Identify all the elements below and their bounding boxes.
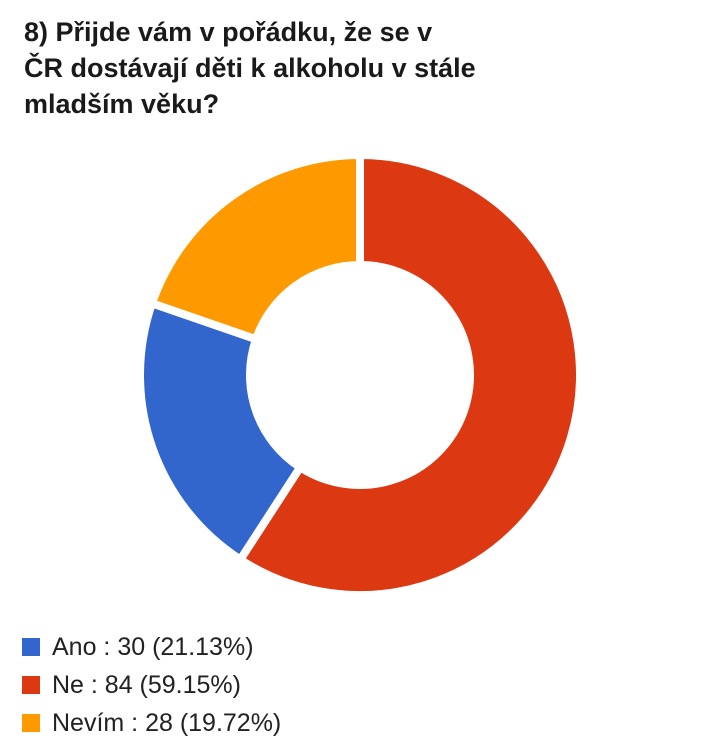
legend-swatch-ne xyxy=(22,676,40,694)
donut-slices xyxy=(136,150,584,599)
legend-label-ne: Ne : 84 (59.15%) xyxy=(52,670,241,699)
donut-slice-nevim xyxy=(146,150,364,345)
legend-item-ano: Ano : 30 (21.13%) xyxy=(22,628,281,666)
chart-title-line-3: mladším věku? xyxy=(24,89,220,119)
legend-item-ne: Ne : 84 (59.15%) xyxy=(22,666,281,704)
donut-slice-ne xyxy=(234,150,584,599)
chart-title-line-2: ČR dostávají děti k alkoholu v stále xyxy=(24,53,476,83)
chart-legend: Ano : 30 (21.13%) Ne : 84 (59.15%) Nevím… xyxy=(22,628,281,742)
legend-label-nevim: Nevím : 28 (19.72%) xyxy=(52,708,282,737)
donut-slice-ano xyxy=(136,298,306,566)
donut-chart xyxy=(136,150,584,599)
legend-item-nevim: Nevím : 28 (19.72%) xyxy=(22,704,281,742)
chart-title-line-1: 8) Přijde vám v pořádku, že se v xyxy=(24,17,433,47)
legend-swatch-ano xyxy=(22,638,40,656)
legend-label-ano: Ano : 30 (21.13%) xyxy=(52,632,254,661)
legend-swatch-nevim xyxy=(22,714,40,732)
chart-title: 8) Přijde vám v pořádku, že se v ČR dost… xyxy=(24,14,584,122)
